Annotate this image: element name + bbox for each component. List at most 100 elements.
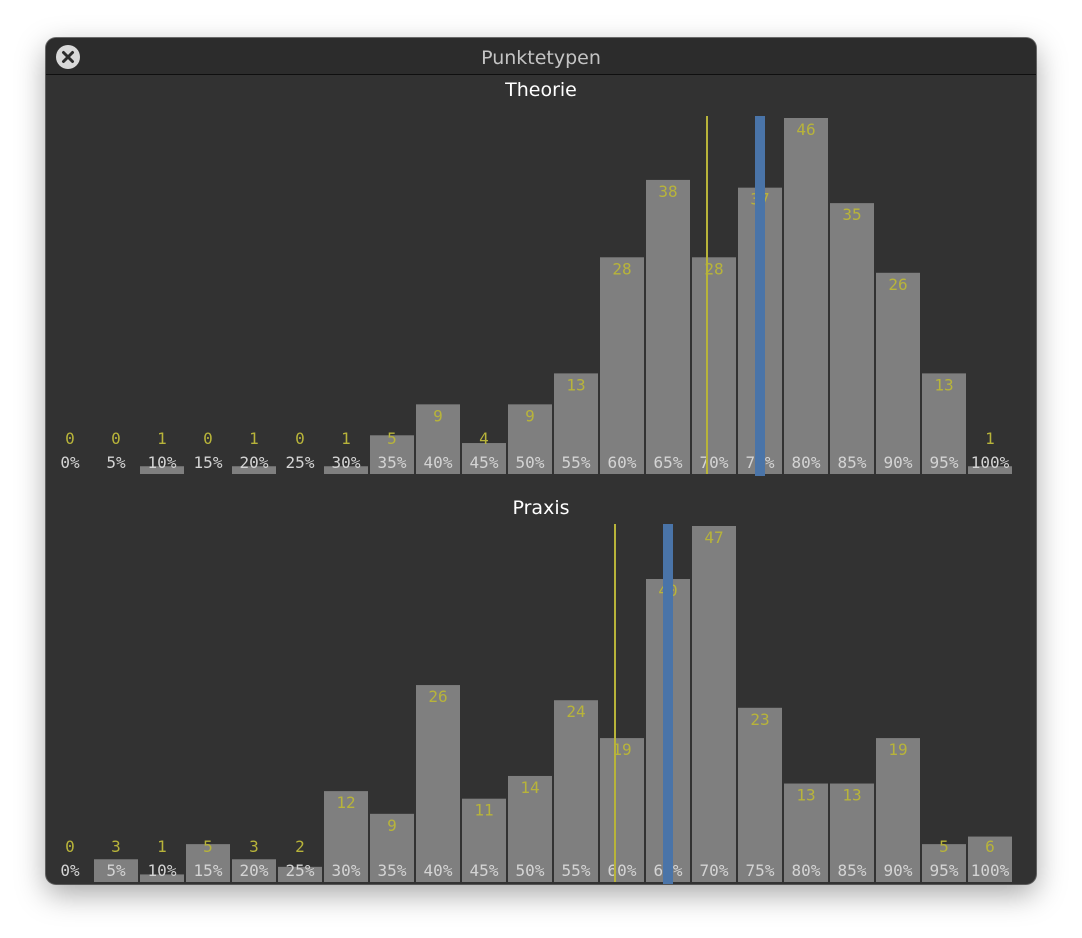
value-label-theorie-20: 1: [249, 429, 259, 448]
tick-label-theorie-0: 0%: [60, 453, 80, 472]
bar-theorie-40: [416, 404, 460, 474]
value-label-praxis-15: 5: [203, 837, 213, 856]
bar-praxis-75: [738, 707, 782, 882]
value-label-theorie-55: 13: [566, 375, 585, 394]
bar-theorie-10: [140, 466, 184, 474]
value-label-theorie-85: 35: [842, 205, 861, 224]
bar-praxis-85: [830, 783, 874, 882]
tick-label-praxis-75: 75%: [746, 861, 775, 880]
tick-label-praxis-45: 45%: [470, 861, 499, 880]
value-label-praxis-20: 3: [249, 837, 259, 856]
value-label-praxis-5: 3: [111, 837, 121, 856]
value-label-theorie-50: 9: [525, 406, 535, 425]
tick-label-praxis-60: 60%: [608, 861, 637, 880]
tick-label-praxis-10: 10%: [148, 861, 177, 880]
value-label-theorie-100: 1: [985, 429, 995, 448]
value-label-praxis-75: 23: [750, 710, 769, 729]
bar-theorie-45: [462, 443, 506, 474]
value-label-praxis-70: 47: [704, 528, 723, 547]
value-label-praxis-40: 26: [428, 687, 447, 706]
value-label-praxis-0: 0: [65, 837, 75, 856]
tick-label-theorie-90: 90%: [884, 453, 913, 472]
value-label-praxis-80: 13: [796, 786, 815, 805]
value-label-theorie-10: 1: [157, 429, 167, 448]
tick-label-praxis-35: 35%: [378, 861, 407, 880]
tick-label-theorie-35: 35%: [378, 453, 407, 472]
tick-label-theorie-55: 55%: [562, 453, 591, 472]
bar-theorie-80: [784, 118, 828, 474]
tick-label-praxis-50: 50%: [516, 861, 545, 880]
value-label-praxis-85: 13: [842, 786, 861, 805]
bar-praxis-10: [140, 874, 184, 882]
bar-theorie-70: [692, 257, 736, 474]
value-label-theorie-30: 1: [341, 429, 351, 448]
value-label-theorie-90: 26: [888, 275, 907, 294]
value-label-praxis-55: 24: [566, 702, 585, 721]
punktetypen-window: Punktetypen Theorie 0 0% 0 5% 1 10% 0 15% 1 20% 0 25…: [46, 38, 1036, 884]
bar-praxis-50: [508, 775, 552, 882]
tick-label-theorie-5: 5%: [106, 453, 126, 472]
tick-label-praxis-100: 100%: [971, 861, 1010, 880]
tick-label-praxis-95: 95%: [930, 861, 959, 880]
bar-theorie-20: [232, 466, 276, 474]
value-label-theorie-80: 46: [796, 120, 815, 139]
tick-label-praxis-90: 90%: [884, 861, 913, 880]
bar-theorie-35: [370, 435, 414, 474]
bar-theorie-60: [600, 257, 644, 474]
bar-praxis-30: [324, 791, 368, 882]
tick-label-theorie-85: 85%: [838, 453, 867, 472]
value-label-theorie-25: 0: [295, 429, 305, 448]
tick-label-theorie-20: 20%: [240, 453, 269, 472]
value-label-theorie-5: 0: [111, 429, 121, 448]
value-label-praxis-45: 11: [474, 801, 493, 820]
value-label-theorie-45: 4: [479, 429, 489, 448]
tick-label-theorie-70: 70%: [700, 453, 729, 472]
value-label-theorie-60: 28: [612, 259, 631, 278]
tick-label-theorie-30: 30%: [332, 453, 361, 472]
bar-praxis-35: [370, 813, 414, 882]
tick-label-praxis-85: 85%: [838, 861, 867, 880]
value-label-praxis-30: 12: [336, 793, 355, 812]
bar-theorie-100: [968, 466, 1012, 474]
chart-title-praxis: Praxis: [513, 497, 570, 519]
bar-theorie-55: [554, 373, 598, 474]
title-bar[interactable]: Punktetypen: [46, 38, 1036, 75]
bar-praxis-20: [232, 859, 276, 882]
value-label-theorie-70: 28: [704, 259, 723, 278]
value-label-theorie-35: 5: [387, 429, 397, 448]
value-label-praxis-95: 5: [939, 837, 949, 856]
tick-label-theorie-60: 60%: [608, 453, 637, 472]
tick-label-praxis-55: 55%: [562, 861, 591, 880]
close-icon[interactable]: [56, 45, 80, 69]
value-label-praxis-60: 19: [612, 740, 631, 759]
tick-label-praxis-0: 0%: [60, 861, 80, 880]
marker-theorie: [755, 116, 765, 476]
bar-theorie-85: [830, 203, 874, 474]
tick-label-theorie-95: 95%: [930, 453, 959, 472]
bar-praxis-45: [462, 798, 506, 882]
bar-praxis-15: [186, 844, 230, 882]
marker-praxis: [663, 524, 673, 884]
bar-praxis-100: [968, 836, 1012, 882]
value-label-theorie-40: 9: [433, 406, 443, 425]
value-label-praxis-50: 14: [520, 778, 539, 797]
tick-label-theorie-80: 80%: [792, 453, 821, 472]
value-label-praxis-10: 1: [157, 837, 167, 856]
bar-praxis-70: [692, 526, 736, 882]
tick-label-theorie-50: 50%: [516, 453, 545, 472]
bar-theorie-65: [646, 179, 690, 475]
tick-label-theorie-100: 100%: [971, 453, 1010, 472]
tick-label-praxis-15: 15%: [194, 861, 223, 880]
bar-praxis-5: [94, 859, 138, 882]
praxis-chart: Praxis00%35%110%515%320%225%1230%935%264…: [60, 497, 1012, 884]
value-label-praxis-100: 6: [985, 837, 995, 856]
value-label-theorie-95: 13: [934, 375, 953, 394]
bar-praxis-60: [600, 738, 644, 882]
bar-theorie-50: [508, 404, 552, 474]
value-label-theorie-15: 0: [203, 429, 213, 448]
tick-label-theorie-25: 25%: [286, 453, 315, 472]
tick-label-praxis-20: 20%: [240, 861, 269, 880]
tick-label-theorie-15: 15%: [194, 453, 223, 472]
tick-label-praxis-5: 5%: [106, 861, 126, 880]
value-label-theorie-0: 0: [65, 429, 75, 448]
